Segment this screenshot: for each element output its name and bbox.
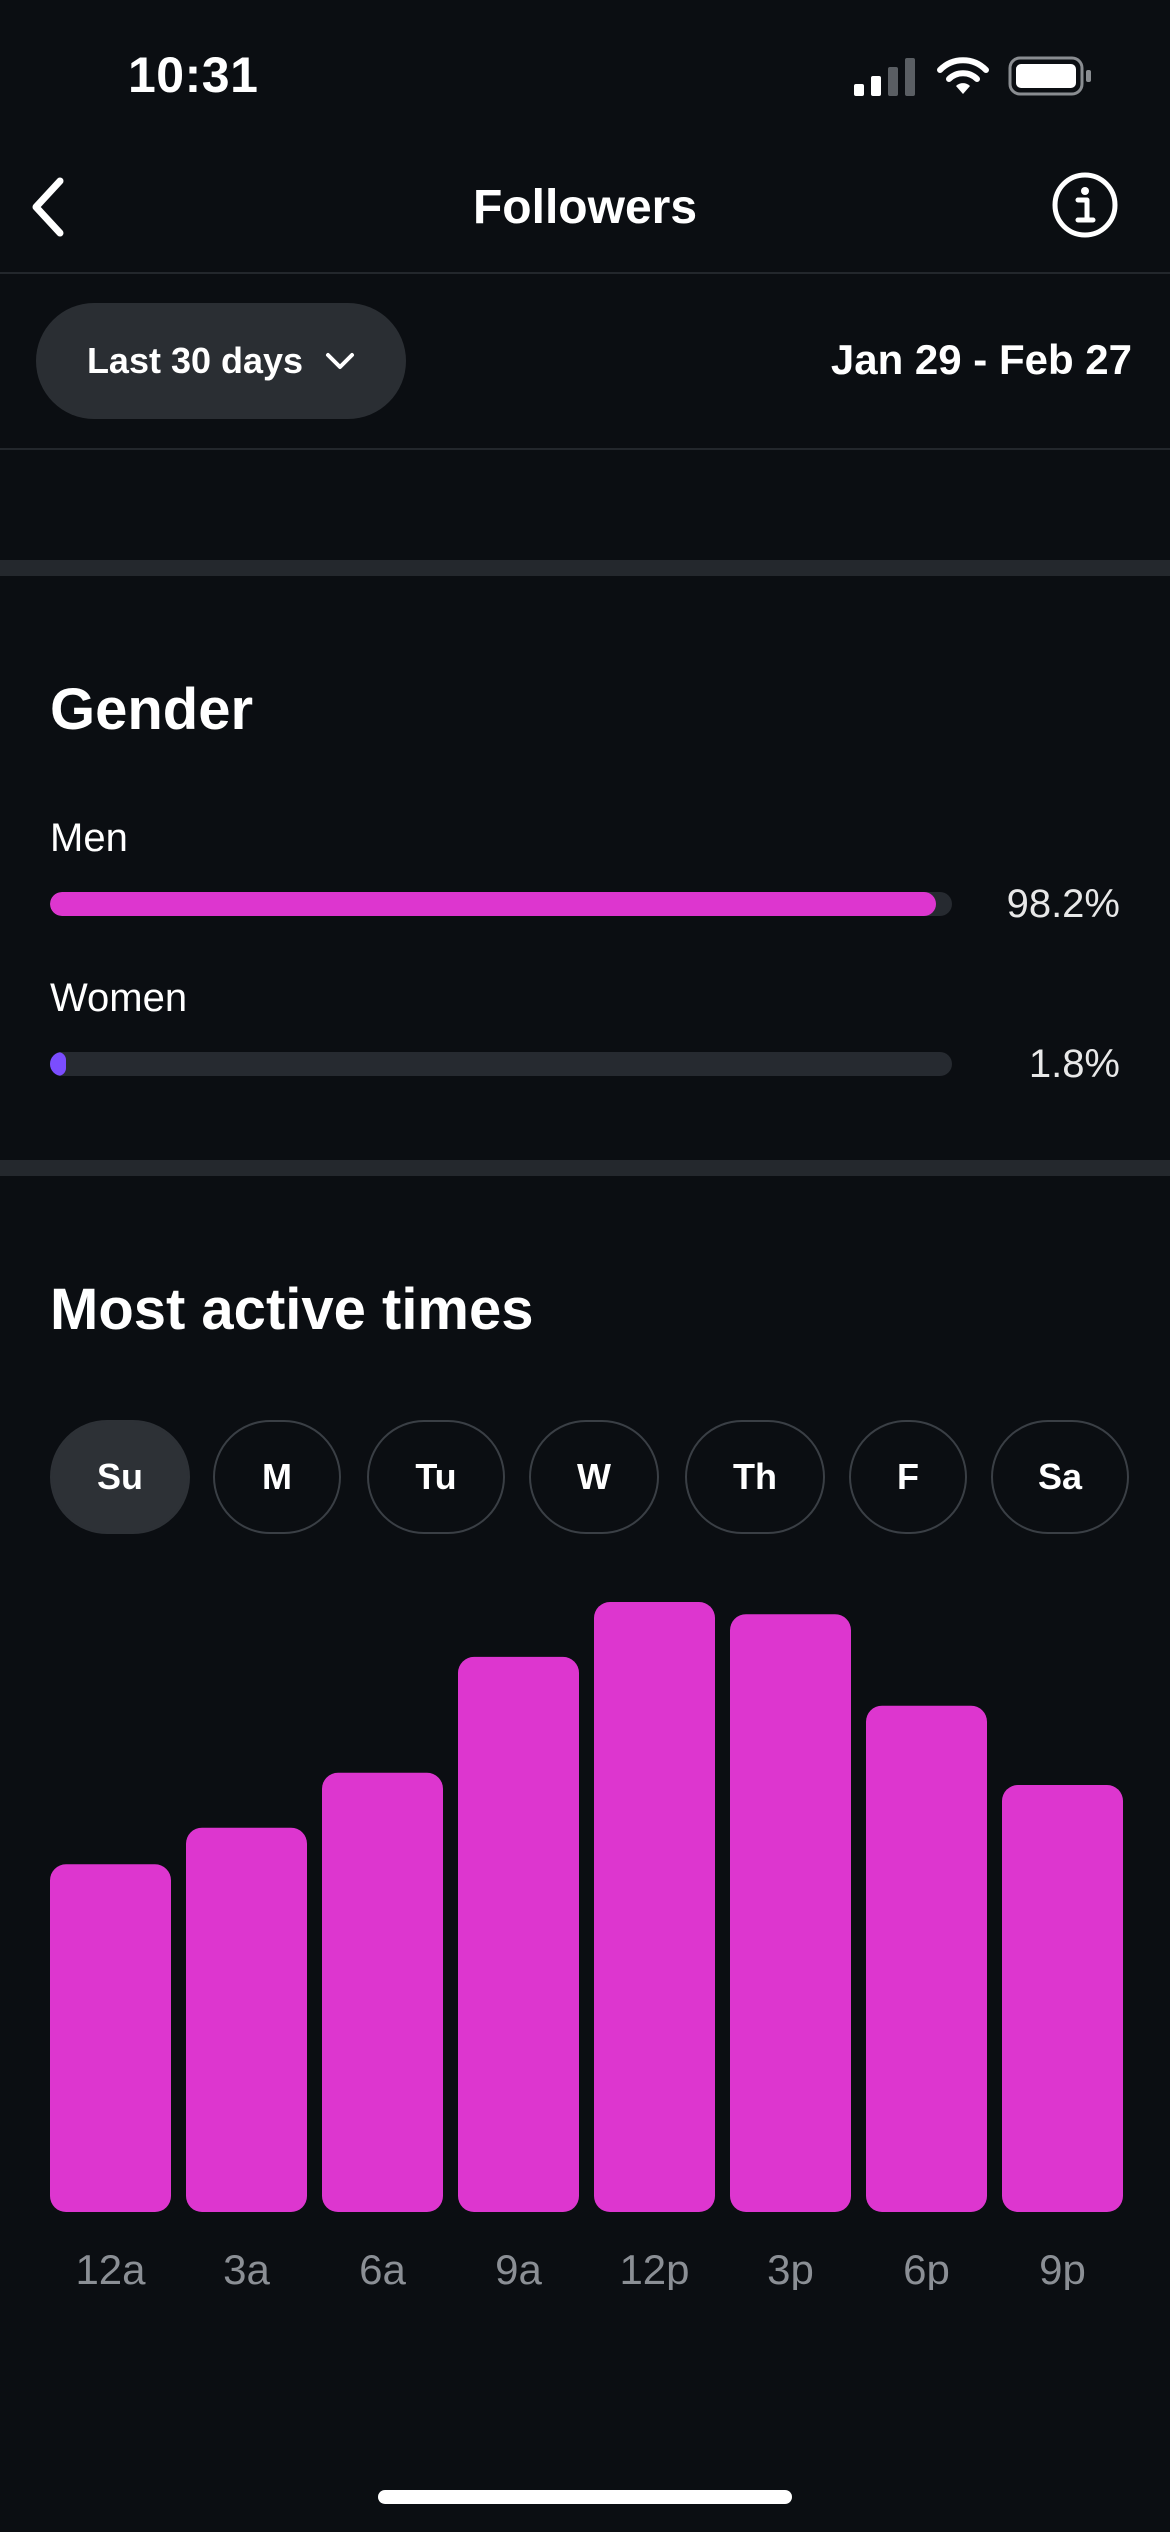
gender-bar-fill-women (50, 1052, 67, 1076)
gender-bar-men (50, 892, 952, 916)
chart-tick-label: 6a (359, 2246, 406, 2290)
page-title: Followers (472, 181, 698, 234)
gender-value-men: 98.2% (1006, 882, 1120, 926)
chart-bar-9p (1002, 1785, 1123, 2212)
active-times-title: Most active times (50, 1277, 534, 1342)
gender-bar-fill-men (50, 892, 936, 916)
gender-title: Gender (50, 677, 254, 742)
back-button[interactable] (18, 172, 78, 242)
chart-bar-3p (730, 1614, 851, 2212)
gender-label-women: Women (50, 976, 188, 1020)
chart-bar-12a (50, 1864, 171, 2212)
divider (0, 272, 1170, 274)
section-separator (0, 1160, 1170, 1176)
status-time: 10:31 (128, 47, 259, 103)
chart-tick-label: 9p (1039, 2246, 1086, 2290)
day-chip-thursday[interactable]: Th (685, 1420, 825, 1534)
cellular-signal-icon (854, 58, 915, 96)
day-chip-tuesday[interactable]: Tu (367, 1420, 505, 1534)
chart-bar-12p (594, 1602, 715, 2212)
day-chip-sunday[interactable]: Su (50, 1420, 190, 1534)
date-range-label: Last 30 days (86, 340, 304, 381)
date-range-text: Jan 29 - Feb 27 (830, 336, 1132, 383)
chart-bar-6a (322, 1772, 443, 2212)
home-indicator (378, 2490, 792, 2504)
chart-tick-label: 9a (495, 2246, 542, 2290)
chart-tick-label: 3p (767, 2246, 814, 2290)
chart-bar-9a (458, 1656, 579, 2212)
battery-icon (1008, 56, 1091, 96)
gender-label-men: Men (50, 816, 128, 860)
divider (0, 448, 1170, 450)
chart-tick-label: 12p (619, 2246, 689, 2290)
chart-bar-6p (866, 1705, 987, 2212)
day-chip-saturday[interactable]: Sa (991, 1420, 1129, 1534)
gender-bar-women (50, 1052, 952, 1076)
info-icon[interactable] (1052, 172, 1118, 238)
active-times-chart: 12a 3a 6a 9a 12p 3p 6p 9p (50, 1602, 1123, 2290)
day-chip-monday[interactable]: M (213, 1420, 341, 1534)
wifi-icon (937, 57, 989, 94)
date-range-dropdown[interactable]: Last 30 days (36, 303, 406, 419)
chart-tick-label: 12a (75, 2246, 146, 2290)
gender-value-women: 1.8% (1028, 1042, 1120, 1086)
chevron-left-icon (32, 177, 64, 237)
chart-tick-label: 6p (903, 2246, 950, 2290)
day-chip-friday[interactable]: F (849, 1420, 967, 1534)
day-chip-wednesday[interactable]: W (529, 1420, 659, 1534)
chevron-down-icon (326, 353, 355, 369)
chart-tick-label: 3a (223, 2246, 270, 2290)
chart-bar-3a (186, 1827, 307, 2212)
section-separator (0, 560, 1170, 576)
